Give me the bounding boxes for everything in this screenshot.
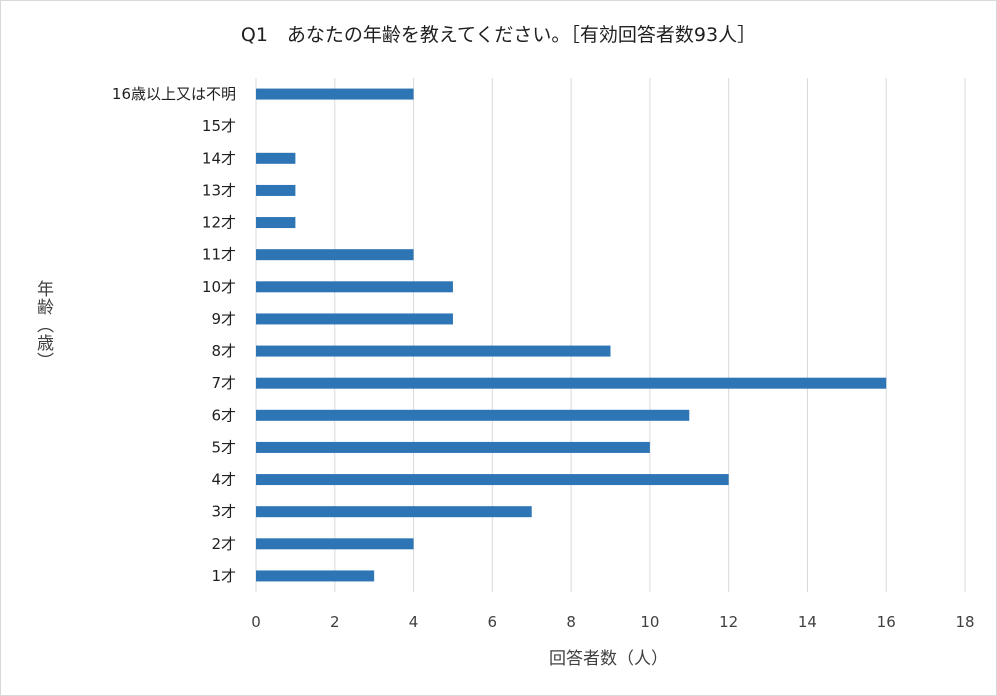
bar-2: [256, 506, 532, 518]
category-label: 5才: [211, 438, 236, 456]
category-label: 3才: [211, 503, 236, 521]
x-tick-label: 4: [409, 613, 419, 631]
bar-6: [256, 377, 887, 389]
bar-7: [256, 345, 611, 357]
x-tick-label: 18: [955, 613, 974, 631]
category-label: 6才: [211, 406, 236, 424]
category-label: 15才: [202, 117, 236, 135]
category-label: 1才: [211, 567, 236, 585]
category-label: 8才: [211, 342, 236, 360]
category-label: 16歳以上又は不明: [112, 85, 236, 103]
bar-9: [256, 281, 453, 293]
x-axis-title: 回答者数（人）: [549, 649, 668, 669]
bar-5: [256, 409, 690, 421]
bar-1: [256, 538, 414, 550]
category-label: 9才: [211, 310, 236, 328]
y-axis-title: 年齢（歳）: [33, 280, 53, 370]
x-tick-label: 6: [488, 613, 498, 631]
chart-title: Q1 あなたの年齢を教えてください。［有効回答者数93人］: [240, 24, 757, 46]
bar-4: [256, 441, 650, 453]
x-tick-label: 8: [566, 613, 576, 631]
bar-11: [256, 217, 296, 229]
category-label: 13才: [202, 181, 236, 199]
x-tick-label: 10: [640, 613, 659, 631]
category-label: 7才: [211, 374, 236, 392]
category-labels: 1才 2才 3才 4才 5才 6才 7才 8才 9才 10才 11才 12才 13才 14才 15才 16歳以…: [112, 85, 236, 585]
category-label: 4才: [211, 471, 236, 489]
category-label: 14才: [202, 149, 236, 167]
bars: [256, 88, 887, 582]
category-label: 12才: [202, 214, 236, 232]
x-tick-label: 12: [719, 613, 738, 631]
x-tick-label: 0: [251, 613, 261, 631]
x-tick-label: 14: [798, 613, 817, 631]
bar-12: [256, 184, 296, 196]
x-tick-label: 16: [877, 613, 896, 631]
bar-13: [256, 152, 296, 164]
bar-15: [256, 88, 414, 100]
category-label: 2才: [211, 535, 236, 553]
x-tick-labels: 0 2 4 6 8 10 12 14 16 18: [251, 613, 974, 631]
category-label: 11才: [202, 246, 236, 264]
x-tick-label: 2: [330, 613, 340, 631]
bar-10: [256, 249, 414, 261]
bar-3: [256, 474, 729, 486]
category-label: 10才: [202, 278, 236, 296]
bar-0: [256, 570, 375, 582]
bar-8: [256, 313, 453, 325]
